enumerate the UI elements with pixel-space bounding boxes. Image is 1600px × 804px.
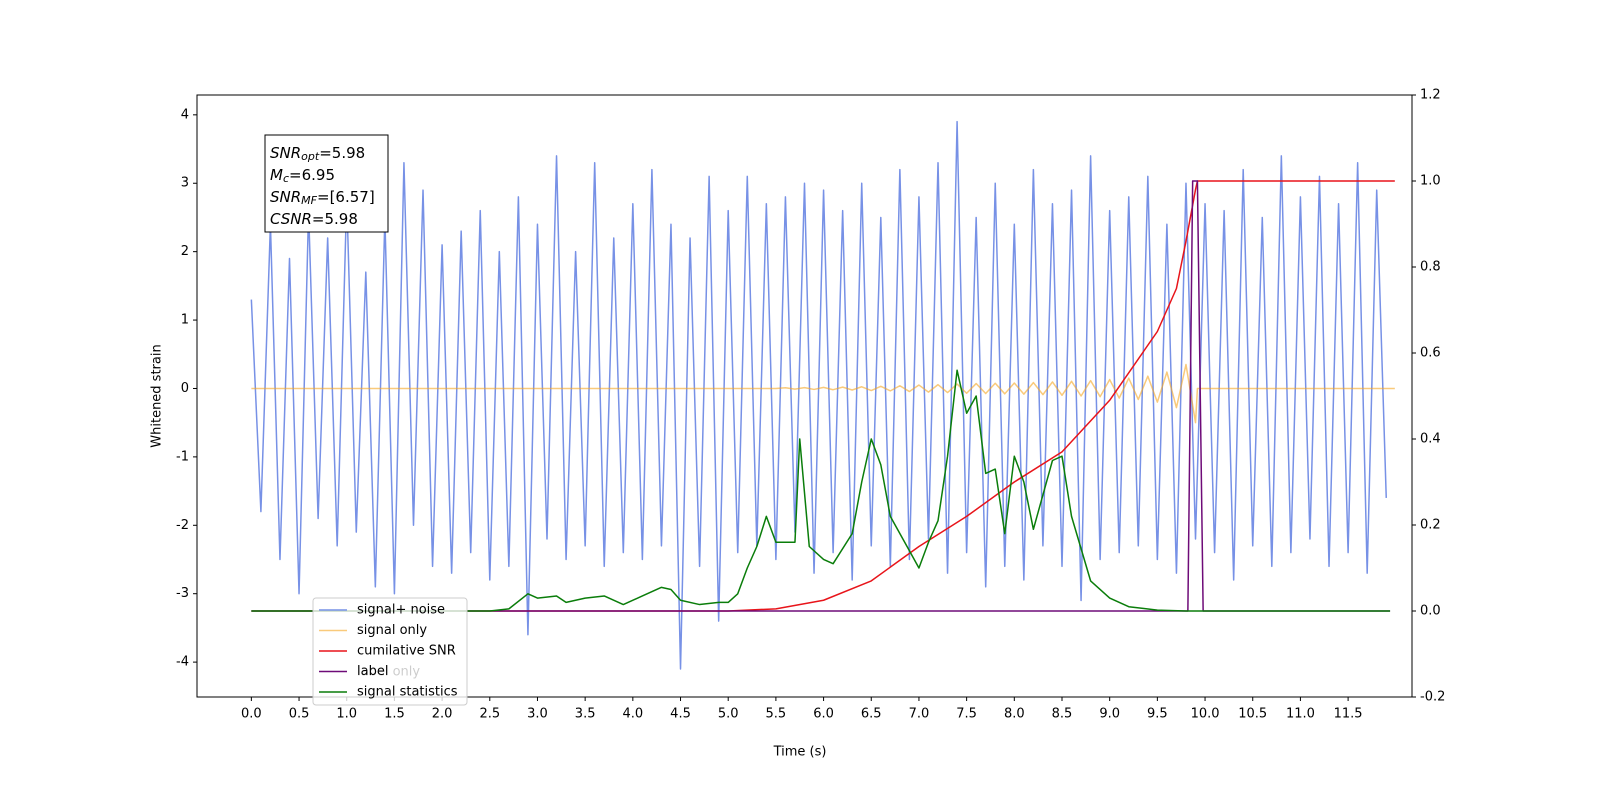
series-line xyxy=(251,369,1391,612)
x-tick-label: 5.5 xyxy=(766,707,787,722)
x-tick-label: 10.0 xyxy=(1191,707,1220,722)
series-line xyxy=(250,120,1387,670)
x-tick-label: 1.0 xyxy=(336,707,357,722)
x-tick-label: 11.5 xyxy=(1334,707,1363,722)
x-tick-label: 6.5 xyxy=(861,707,882,722)
x-tick-label: 5.0 xyxy=(718,707,739,722)
annotation-subscript: c xyxy=(283,172,289,185)
legend-frame xyxy=(312,597,468,706)
annotation-subscript: opt xyxy=(301,150,320,163)
legend-label: label xyxy=(357,664,388,679)
x-axis-label: Time (s) xyxy=(773,745,827,760)
annotation-symbol: SNR xyxy=(270,188,301,206)
annotation-value: =6.95 xyxy=(289,166,335,184)
annotation-subscript: MF xyxy=(301,194,317,207)
annotation-line: SNRMF=[6.57] xyxy=(270,188,375,208)
y2-tick-label: 0.0 xyxy=(1420,604,1441,619)
y2-tick-label: 1.0 xyxy=(1420,174,1441,189)
series-line xyxy=(251,180,1395,612)
y2-tick-label: 0.4 xyxy=(1420,432,1441,447)
annotation-symbol: M xyxy=(270,166,283,184)
y-tick-label: 1 xyxy=(181,313,189,328)
y-tick-label: 4 xyxy=(181,107,189,122)
legend-label: cumilative SNR xyxy=(357,644,456,659)
annotation-symbol: CSNR xyxy=(270,210,312,228)
x-tick-label: 10.5 xyxy=(1238,707,1267,722)
y-tick-label: -4 xyxy=(176,655,189,670)
series-line xyxy=(251,363,1395,424)
x-tick-label: 8.0 xyxy=(1004,707,1025,722)
y-tick-label: -3 xyxy=(176,586,189,601)
y2-tick-label: 1.2 xyxy=(1420,88,1441,103)
x-tick-label: 7.0 xyxy=(909,707,930,722)
y-tick-label: 3 xyxy=(181,176,189,191)
plot-area xyxy=(250,120,1395,670)
axes-frame xyxy=(196,94,1413,698)
y2-tick-label: 0.8 xyxy=(1420,260,1441,275)
legend-label: signal only xyxy=(357,623,427,638)
x-tick-label: 11.0 xyxy=(1286,707,1315,722)
x-tick-label: 0.5 xyxy=(289,707,310,722)
legend-label: signal+ noise xyxy=(357,603,445,618)
annotation-line: CSNR=5.98 xyxy=(270,210,358,228)
annotation-line: Mc=6.95 xyxy=(270,166,335,186)
annotation-value: =5.98 xyxy=(319,144,365,162)
legend-label: signal statistics xyxy=(357,685,458,700)
x-tick-label: 0.0 xyxy=(241,707,262,722)
y2-tick-label: 0.2 xyxy=(1420,518,1441,533)
y-tick-label: -2 xyxy=(176,518,189,533)
x-tick-label: 1.5 xyxy=(384,707,405,722)
x-tick-label: 7.5 xyxy=(956,707,977,722)
annotation-value: =[6.57] xyxy=(317,188,375,206)
x-tick-label: 4.5 xyxy=(670,707,691,722)
x-tick-label: 4.0 xyxy=(622,707,643,722)
y-tick-label: 2 xyxy=(181,244,189,259)
y2-tick-label: -0.2 xyxy=(1420,690,1445,705)
x-tick-label: 9.0 xyxy=(1099,707,1120,722)
x-tick-label: 8.5 xyxy=(1052,707,1073,722)
x-tick-label: 9.5 xyxy=(1147,707,1168,722)
x-tick-label: 3.5 xyxy=(575,707,596,722)
y-tick-label: 0 xyxy=(181,381,189,396)
x-tick-label: 6.0 xyxy=(813,707,834,722)
y-tick-label: -1 xyxy=(176,449,189,464)
x-tick-label: 2.5 xyxy=(479,707,500,722)
x-tick-label: 2.0 xyxy=(432,707,453,722)
annotation-frame xyxy=(264,134,389,233)
annotation-line: SNRopt=5.98 xyxy=(270,144,365,164)
annotation-value: =5.98 xyxy=(312,210,358,228)
y2-tick-label: 0.6 xyxy=(1420,346,1441,361)
x-tick-label: 3.0 xyxy=(527,707,548,722)
y-axis-label: Whitened strain xyxy=(150,344,165,447)
annotation-symbol: SNR xyxy=(270,144,301,162)
